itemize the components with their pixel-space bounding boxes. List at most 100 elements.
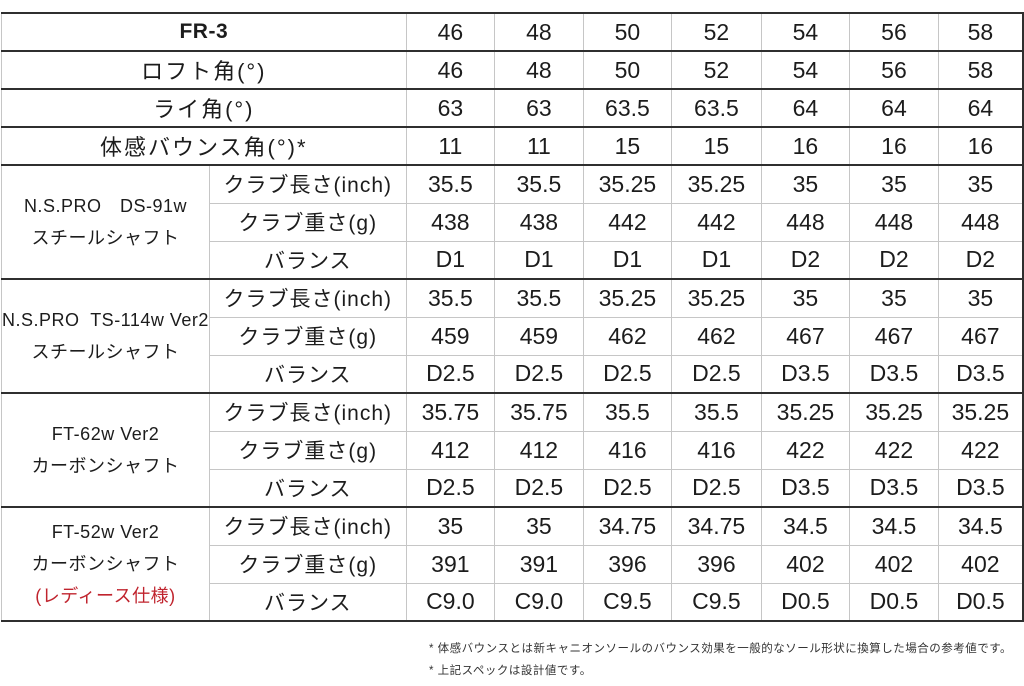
value-cell: 35	[937, 164, 1024, 204]
value-cell: C9.5	[582, 582, 673, 622]
value-cell: 35.25	[671, 278, 762, 318]
spec-label-cell: クラブ重さ(g)	[208, 430, 407, 470]
value-cell: 16	[849, 126, 939, 166]
shaft-note-ladies: (レディース仕様)	[35, 586, 176, 606]
row-label-cell: ロフト角(°)	[1, 50, 407, 90]
value-cell: D3.5	[937, 354, 1024, 394]
value-cell: C9.5	[671, 582, 762, 622]
value-cell: 56	[849, 50, 939, 90]
spec-label-cell: クラブ長さ(inch)	[208, 278, 407, 318]
value-cell: 34.5	[760, 506, 851, 546]
value-cell: D0.5	[849, 582, 939, 622]
value-cell: 412	[494, 430, 584, 470]
value-cell: 16	[937, 126, 1024, 166]
value-cell: 63	[405, 88, 496, 128]
footnote-design-values: * 上記スペックは設計値です。	[429, 665, 592, 677]
value-cell: 35.25	[582, 278, 673, 318]
loft-header-cell: 52	[671, 12, 762, 52]
value-cell: 416	[582, 430, 673, 470]
value-cell: 35	[849, 164, 939, 204]
value-cell: 442	[671, 202, 762, 242]
value-cell: 396	[671, 544, 762, 584]
shaft-name-line: FT-52w Ver2	[51, 522, 160, 542]
value-cell: D1	[405, 240, 496, 280]
value-cell: 34.75	[671, 506, 762, 546]
value-cell: 11	[494, 126, 584, 166]
value-cell: D3.5	[760, 468, 851, 508]
spec-label-cell: クラブ重さ(g)	[208, 544, 407, 584]
value-cell: 35	[760, 164, 851, 204]
shaft-name-cell: N.S.PRO TS-114w Ver2 スチールシャフト	[1, 278, 210, 394]
value-cell: 422	[760, 430, 851, 470]
value-cell: 396	[582, 544, 673, 584]
value-cell: D2.5	[405, 468, 496, 508]
loft-header-cell: 56	[849, 12, 939, 52]
shaft-name-cell: FT-52w Ver2 カーボンシャフト (レディース仕様)	[1, 506, 210, 622]
shaft-name-cell: FT-62w Ver2 カーボンシャフト	[1, 392, 210, 508]
spec-label-cell: クラブ重さ(g)	[208, 316, 407, 356]
value-cell: 402	[937, 544, 1024, 584]
value-cell: 467	[937, 316, 1024, 356]
value-cell: 58	[937, 50, 1024, 90]
loft-header-cell: 46	[405, 12, 496, 52]
value-cell: 35.5	[494, 164, 584, 204]
value-cell: 63.5	[582, 88, 673, 128]
value-cell: 412	[405, 430, 496, 470]
value-cell: C9.0	[405, 582, 496, 622]
value-cell: 442	[582, 202, 673, 242]
spec-label-cell: クラブ長さ(inch)	[208, 506, 407, 546]
spec-label-cell: クラブ長さ(inch)	[208, 392, 407, 432]
value-cell: D1	[582, 240, 673, 280]
shaft-name-line: FT-62w Ver2	[51, 424, 160, 444]
value-cell: 35.25	[582, 164, 673, 204]
value-cell: 35.25	[849, 392, 939, 432]
value-cell: 35	[494, 506, 584, 546]
value-cell: 35	[405, 506, 496, 546]
value-cell: 46	[405, 50, 496, 90]
value-cell: 422	[937, 430, 1024, 470]
value-cell: 35.5	[671, 392, 762, 432]
loft-header-cell: 50	[582, 12, 673, 52]
value-cell: D2.5	[494, 468, 584, 508]
value-cell: 467	[849, 316, 939, 356]
value-cell: 35.75	[494, 392, 584, 432]
value-cell: 34.5	[937, 506, 1024, 546]
value-cell: D3.5	[849, 354, 939, 394]
value-cell: 15	[582, 126, 673, 166]
value-cell: D0.5	[937, 582, 1024, 622]
value-cell: 50	[582, 50, 673, 90]
value-cell: 63.5	[671, 88, 762, 128]
value-cell: 422	[849, 430, 939, 470]
value-cell: C9.0	[494, 582, 584, 622]
value-cell: 416	[671, 430, 762, 470]
shaft-name-line: カーボンシャフト	[31, 456, 180, 476]
value-cell: 15	[671, 126, 762, 166]
loft-header-cell: 54	[760, 12, 851, 52]
value-cell: 63	[494, 88, 584, 128]
value-cell: 438	[405, 202, 496, 242]
value-cell: 35.25	[937, 392, 1024, 432]
row-label-cell: ライ角(°)	[1, 88, 407, 128]
value-cell: 438	[494, 202, 584, 242]
loft-header-cell: 58	[937, 12, 1024, 52]
value-cell: D2.5	[671, 354, 762, 394]
value-cell: 459	[405, 316, 496, 356]
loft-header-cell: 48	[494, 12, 584, 52]
value-cell: 34.75	[582, 506, 673, 546]
value-cell: 64	[760, 88, 851, 128]
value-cell: 35	[849, 278, 939, 318]
value-cell: D1	[671, 240, 762, 280]
spec-label-cell: バランス	[208, 354, 407, 394]
value-cell: 35.5	[405, 278, 496, 318]
shaft-name-line: スチールシャフト	[31, 228, 180, 248]
value-cell: 35.25	[671, 164, 762, 204]
value-cell: D2.5	[671, 468, 762, 508]
value-cell: 448	[937, 202, 1024, 242]
row-label-cell: 体感バウンス角(°)*	[1, 126, 407, 166]
value-cell: D2.5	[582, 354, 673, 394]
value-cell: 402	[849, 544, 939, 584]
value-cell: 64	[849, 88, 939, 128]
value-cell: D2	[937, 240, 1024, 280]
value-cell: D2.5	[405, 354, 496, 394]
value-cell: 34.5	[849, 506, 939, 546]
